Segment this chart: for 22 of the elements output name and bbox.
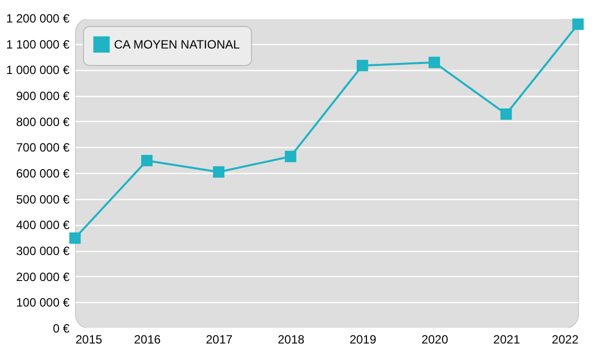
- y-tick-label: 900 000 €: [16, 89, 70, 103]
- y-tick-label: 500 000 €: [16, 192, 70, 206]
- y-tick-label: 1 200 000 €: [6, 12, 70, 26]
- x-tick-label: 2021: [493, 332, 520, 346]
- y-tick-label: 400 000 €: [16, 218, 70, 232]
- y-tick-label: 800 000 €: [16, 114, 70, 129]
- y-tick-label: 1 000 000 €: [6, 63, 70, 78]
- y-tick-label: 300 000 €: [16, 244, 70, 258]
- legend-label: CA MOYEN NATIONAL: [114, 38, 240, 52]
- x-tick-label: 2020: [421, 332, 448, 346]
- x-tick-label: 2015: [76, 332, 103, 346]
- y-tick-label: 0 €: [52, 322, 70, 336]
- y-tick-label: 700 000 €: [16, 140, 70, 155]
- y-tick-label: 600 000 €: [16, 166, 70, 180]
- x-tick-label: 2016: [134, 332, 162, 346]
- x-tick-label: 2018: [278, 332, 305, 346]
- y-tick-label: 200 000 €: [16, 270, 70, 284]
- x-tick-label: 2019: [350, 332, 377, 346]
- y-tick-label: 100 000 €: [16, 296, 70, 310]
- y-tick-label: 1 100 000 €: [6, 37, 70, 52]
- x-tick-label: 2022: [552, 332, 579, 346]
- x-tick-label: 2017: [206, 332, 233, 346]
